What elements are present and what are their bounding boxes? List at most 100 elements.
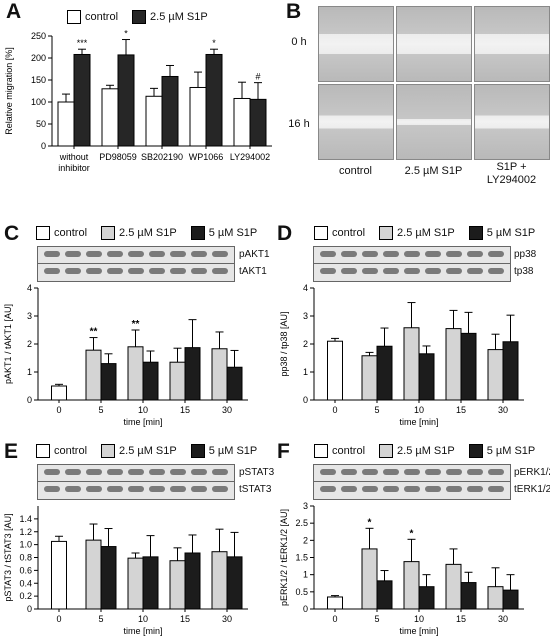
blot-divider	[38, 263, 234, 264]
bar	[127, 557, 144, 610]
bar	[161, 75, 179, 147]
scratch-image	[474, 6, 550, 82]
blot-band	[107, 251, 123, 257]
x-tick-label: 0	[56, 405, 61, 415]
legend-label-s1p-low: 2.5 µM S1P	[397, 445, 455, 457]
blot-band	[320, 486, 336, 492]
blot-band	[404, 486, 420, 492]
y-tick-label: 100	[31, 97, 46, 107]
blot-label-tstat3: tSTAT3	[239, 484, 272, 495]
y-tick-label: 2	[303, 339, 308, 349]
y-tick-label: 2.5	[295, 518, 308, 528]
y-tick-label: 1.4	[19, 514, 32, 524]
blot-divider	[314, 263, 510, 264]
blot-band	[341, 268, 357, 274]
bar	[145, 95, 163, 147]
bar	[487, 349, 504, 401]
legend-item-control: control	[314, 226, 365, 240]
x-tick-label: 5	[374, 405, 379, 415]
blot-band	[362, 268, 378, 274]
bar	[205, 53, 223, 147]
blot-band	[191, 486, 207, 492]
y-tick-label: 4	[27, 283, 32, 293]
bar	[85, 349, 102, 401]
y-axis-title: pAKT1 / tAKT1 [AU]	[3, 304, 13, 384]
y-tick-label: 3	[303, 311, 308, 321]
blot-band	[107, 268, 123, 274]
blot-band	[404, 469, 420, 475]
legend-a: control 2.5 µM S1P	[67, 10, 222, 24]
y-tick-label: 3	[27, 311, 32, 321]
x-tick-label: 30	[222, 405, 232, 415]
western-blot-e	[37, 464, 235, 500]
bar	[502, 341, 519, 401]
blot-band	[404, 251, 420, 257]
blot-band	[320, 268, 336, 274]
y-tick-label: 1	[303, 570, 308, 580]
legend-item-s1p-high: 5 µM S1P	[190, 444, 257, 458]
bar	[100, 363, 117, 401]
legend-swatch-control	[67, 10, 81, 24]
bar	[211, 551, 228, 610]
blot-band	[212, 469, 228, 475]
blot-band	[149, 486, 165, 492]
x-tick-label: 15	[456, 405, 466, 415]
blot-band	[488, 251, 504, 257]
bar	[85, 539, 102, 610]
blot-label-terk12: tERK1/2	[514, 484, 550, 495]
y-tick-label: 3	[303, 501, 308, 511]
blot-label-pstat3: pSTAT3	[239, 467, 275, 478]
legend-label-s1p-high: 5 µM S1P	[486, 227, 536, 239]
x-tick-label: LY294002	[230, 152, 270, 162]
x-axis-title: time [min]	[123, 417, 162, 427]
blot-band	[149, 268, 165, 274]
significance-label: *	[368, 517, 372, 528]
blot-band	[149, 469, 165, 475]
scratch-image	[318, 6, 394, 82]
row-label-16h: 16 h	[288, 118, 310, 130]
y-tick-label: 0.2	[19, 591, 32, 601]
blot-band	[488, 469, 504, 475]
bar	[211, 348, 228, 401]
legend-label-s1p-high: 5 µM S1P	[208, 227, 258, 239]
y-axis-title: Relative migration [%]	[4, 47, 14, 135]
blot-band	[425, 469, 441, 475]
blot-band	[446, 469, 462, 475]
blot-band	[383, 486, 399, 492]
blot-band	[170, 251, 186, 257]
legend-swatch-control	[314, 444, 328, 458]
blot-band	[212, 251, 228, 257]
bar	[189, 86, 207, 147]
legend-label-s1p: 2.5 µM S1P	[150, 11, 208, 23]
blot-band	[86, 268, 102, 274]
western-blot-d	[313, 246, 511, 282]
blot-band	[107, 486, 123, 492]
bar	[100, 546, 117, 610]
x-tick-label: inhibitor	[58, 163, 90, 173]
legend-item-s1p-low: 2.5 µM S1P	[101, 226, 177, 240]
legend-d: control 2.5 µM S1P 5 µM S1P	[314, 226, 549, 240]
legend-item-control: control	[36, 226, 87, 240]
blot-band	[467, 251, 483, 257]
blot-band	[86, 251, 102, 257]
blot-label-pakt1: pAKT1	[239, 249, 270, 260]
x-tick-label: 30	[222, 614, 232, 624]
blot-band	[128, 486, 144, 492]
legend-label-control: control	[85, 11, 119, 23]
bar	[376, 345, 393, 401]
bar	[327, 596, 343, 610]
scratch-image	[396, 84, 472, 160]
legend-item-s1p-high: 5 µM S1P	[468, 226, 536, 240]
y-axis-title: pp38 / tp38 [AU]	[279, 311, 289, 376]
y-tick-label: 0	[27, 395, 32, 405]
bar	[142, 361, 159, 401]
blot-divider	[38, 481, 234, 482]
y-tick-label: 1	[27, 367, 32, 377]
x-tick-label: 10	[414, 405, 424, 415]
bar	[327, 340, 343, 401]
legend-label-control: control	[54, 445, 88, 457]
x-tick-label: PD98059	[99, 152, 137, 162]
blot-band	[44, 268, 60, 274]
panel-letter-f: F	[277, 440, 290, 463]
significance-label: **	[132, 319, 140, 330]
